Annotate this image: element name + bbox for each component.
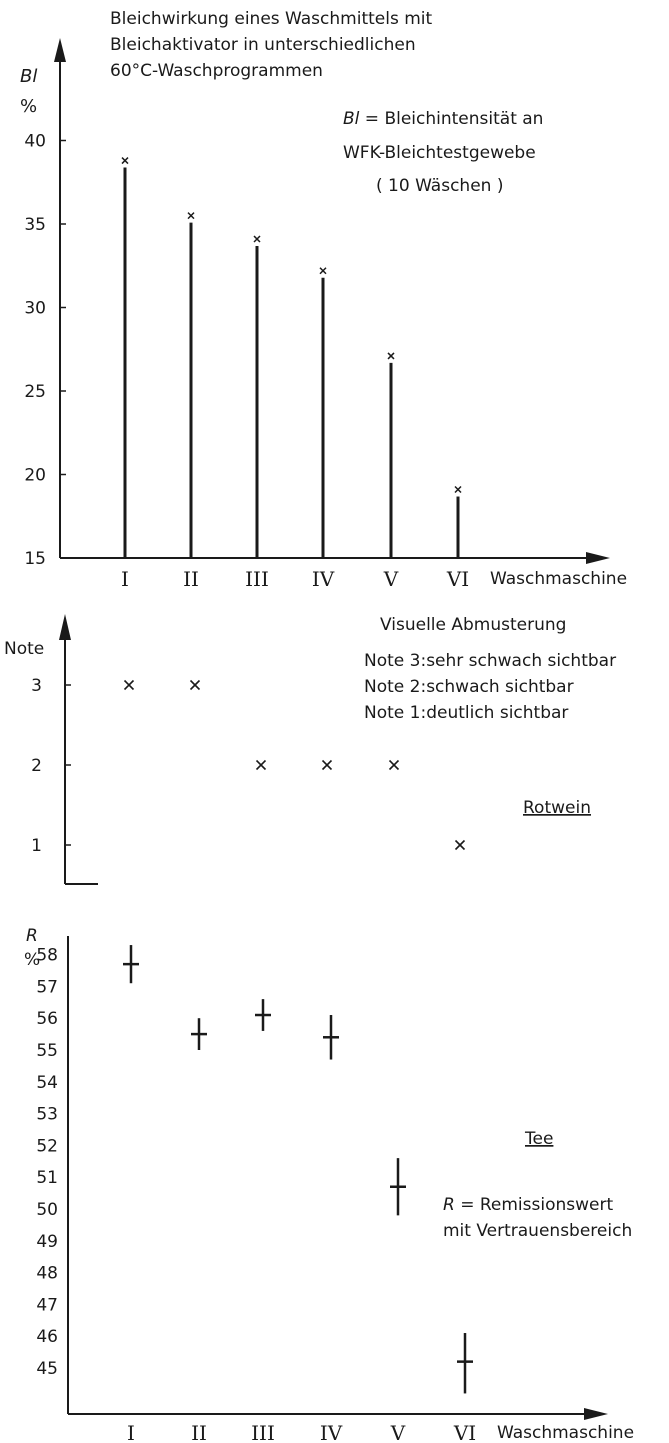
chart1-title-line-1: Bleichwirkung eines Waschmittels mit xyxy=(110,9,433,29)
chart1-bars xyxy=(121,157,462,558)
chart2-legend-line-2: Note 2:schwach sichtbar xyxy=(364,677,574,697)
chart2-y-arrow xyxy=(59,614,71,640)
chart3-y-tick-label: 58 xyxy=(36,946,58,966)
chart3-y-tick-label: 54 xyxy=(36,1073,58,1093)
chart3-point-with-ci xyxy=(255,999,271,1031)
chart3-point-with-ci xyxy=(323,1015,339,1060)
chart1-y-tick-label: 35 xyxy=(24,215,46,235)
chart1-y-tick-label: 25 xyxy=(24,382,46,402)
chart3-y-tick-label: 49 xyxy=(36,1232,58,1252)
chart3-y-tick-label: 50 xyxy=(36,1200,58,1220)
chart1-x-tick-label: VI xyxy=(446,567,469,591)
chart2-y-tick-label: 1 xyxy=(31,836,42,856)
chart1-y-tick-label: 40 xyxy=(24,132,46,152)
chart1-legend-text: = Bleichintensität an xyxy=(359,109,543,129)
chart2-point xyxy=(255,759,267,771)
chart1-y-tick-label: 15 xyxy=(24,549,46,569)
chart3-y-tick-label: 48 xyxy=(36,1264,58,1284)
chart1-x-arrow xyxy=(586,552,610,564)
chart2-points xyxy=(123,679,466,851)
chart1-bar-marker xyxy=(187,212,195,220)
chart1-x-tick-label: I xyxy=(121,567,129,591)
chart3-x-tick-label: V xyxy=(390,1421,406,1443)
chart1-bar-marker xyxy=(319,267,327,275)
chart1-bar-marker xyxy=(387,352,395,360)
chart1-legend-line-3: ( 10 Wäschen ) xyxy=(376,176,503,196)
chart3-points xyxy=(123,945,473,1394)
chart3-y-label-unit: % xyxy=(24,950,40,970)
chart2-y-ticks: 1 2 3 xyxy=(31,676,71,856)
chart3-y-tick-label: 51 xyxy=(36,1168,58,1188)
chart3-x-tick-label: IV xyxy=(320,1421,343,1443)
chart2-point xyxy=(388,759,400,771)
chart3-y-tick-label: 55 xyxy=(36,1041,58,1061)
chart3-y-tick-label: 46 xyxy=(36,1327,58,1347)
chart3-legend-line-2: mit Vertrauensbereich xyxy=(443,1221,632,1241)
chart3-point-with-ci xyxy=(457,1333,473,1394)
chart1-y-label-symbol: Bl xyxy=(20,66,37,87)
chart3-legend-symbol: R xyxy=(443,1195,455,1215)
chart1-bar-marker xyxy=(454,485,462,494)
chart1-y-label-unit: % xyxy=(20,96,37,117)
chart1-title-line-2: Bleichaktivator in unterschiedlichen xyxy=(110,35,416,55)
chart2-point xyxy=(189,679,201,691)
chart1-title-line-3: 60°C-Waschprogrammen xyxy=(110,61,323,81)
chart3-legend-line-1: R = Remissionswert xyxy=(443,1195,613,1215)
chart1-bar-marker xyxy=(121,157,129,165)
chart3-point-with-ci xyxy=(390,1158,406,1216)
chart1-legend-symbol: Bl xyxy=(343,109,360,129)
chart2-y-tick-label: 2 xyxy=(31,756,42,776)
chart3-y-tick-label: 57 xyxy=(36,977,58,997)
chart3-y-tick-label: 47 xyxy=(36,1295,58,1315)
chart2-point xyxy=(454,839,466,851)
chart3-x-tick-label: VI xyxy=(453,1421,476,1443)
chart3-y-tick-label: 52 xyxy=(36,1136,58,1156)
chart2-y-tick-label: 3 xyxy=(31,676,42,696)
chart1-legend-line-1: Bl = Bleichintensität an xyxy=(343,109,543,129)
chart1-y-ticks: 15 20 25 30 35 40 xyxy=(24,132,66,569)
grade-chart: Note 1 2 3 Visuelle Abmusterung Note 3:seh… xyxy=(4,614,616,885)
chart2-y-label: Note xyxy=(4,639,44,659)
chart3-y-ticks: 45 46 47 48 49 50 51 52 53 54 55 56 57 58 xyxy=(36,946,58,1379)
chart2-legend-line-1: Note 3:sehr schwach sichtbar xyxy=(364,651,616,671)
chart1-x-tick-label: III xyxy=(245,567,269,591)
chart1-legend-line-2: WFK-Bleichtestgewebe xyxy=(343,143,536,163)
chart1-y-tick-label: 20 xyxy=(24,466,46,486)
chart1-x-tick-labels: I II III IV V VI xyxy=(121,567,469,591)
chart2-point xyxy=(123,679,135,691)
chart3-series-label: Tee xyxy=(524,1129,553,1149)
chart3-y-tick-label: 56 xyxy=(36,1009,58,1029)
chart3-legend-text: = Remissionswert xyxy=(455,1195,614,1215)
chart2-series-label: Rotwein xyxy=(523,798,591,818)
chart1-y-arrow xyxy=(54,38,66,62)
chart2-point xyxy=(321,759,333,771)
chart2-legend-title: Visuelle Abmusterung xyxy=(380,615,566,635)
chart3-y-tick-label: 53 xyxy=(36,1105,58,1125)
chart1-bar-marker xyxy=(253,235,261,243)
bleach-chart: Bleichwirkung eines Waschmittels mit Ble… xyxy=(20,9,627,591)
chart3-x-tick-label: II xyxy=(191,1421,207,1443)
chart3-point-with-ci xyxy=(123,945,139,984)
chart3-x-axis-label: Waschmaschine xyxy=(497,1423,634,1443)
chart3-x-tick-label: III xyxy=(251,1421,275,1443)
chart2-legend-line-3: Note 1:deutlich sichtbar xyxy=(364,703,568,723)
chart3-x-arrow xyxy=(584,1408,608,1420)
chart3-x-tick-labels: I II III IV V VI xyxy=(127,1421,476,1443)
chart1-y-tick-label: 30 xyxy=(24,299,46,319)
chart3-x-tick-label: I xyxy=(127,1421,135,1443)
chart3-y-label-symbol: R xyxy=(26,926,38,946)
chart3-point-with-ci xyxy=(191,1018,207,1050)
chart1-x-tick-label: V xyxy=(383,567,399,591)
chart3-y-tick-label: 45 xyxy=(36,1359,58,1379)
chart1-x-tick-label: II xyxy=(183,567,199,591)
chart1-x-axis-label: Waschmaschine xyxy=(490,569,627,589)
chart1-x-tick-label: IV xyxy=(312,567,335,591)
